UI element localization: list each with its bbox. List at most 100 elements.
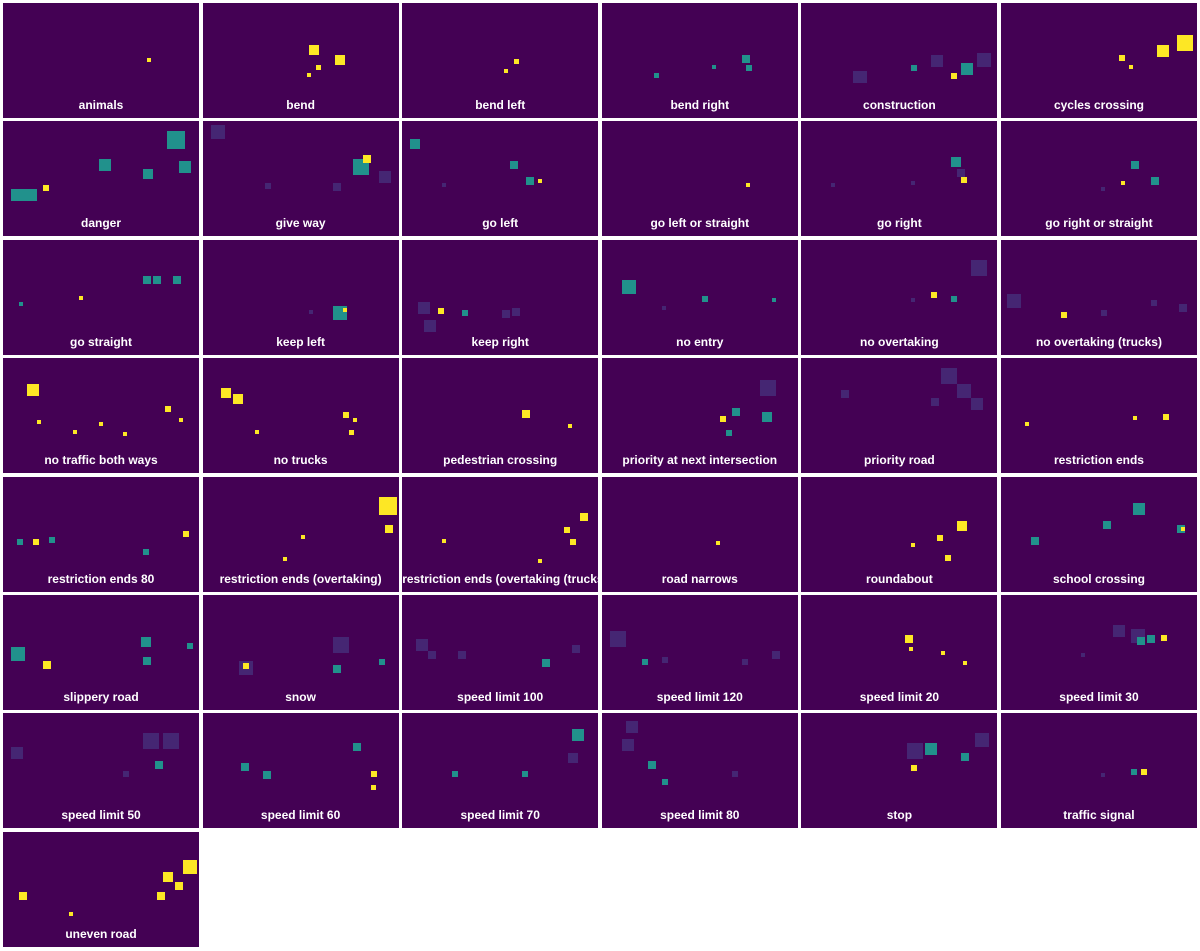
heatmap-cell bbox=[641, 658, 648, 665]
heatmap-cell bbox=[143, 548, 149, 555]
heatmap-cell bbox=[1132, 416, 1137, 421]
heatmap-cell bbox=[745, 65, 752, 71]
heatmap-cell bbox=[1112, 624, 1125, 637]
tile-label: keep left bbox=[276, 334, 325, 349]
heatmap-cell bbox=[378, 658, 385, 665]
heatmap-cell bbox=[262, 771, 271, 780]
heatmap-plot bbox=[210, 125, 391, 192]
heatmap-cell bbox=[1060, 311, 1067, 318]
heatmap-cell bbox=[173, 275, 181, 284]
tile-label: speed limit 70 bbox=[460, 808, 540, 823]
heatmap-cell bbox=[378, 171, 391, 184]
heatmap-cell bbox=[11, 747, 23, 760]
heatmap-cell bbox=[907, 743, 924, 760]
heatmap-cell bbox=[971, 259, 988, 276]
tile-label: animals bbox=[78, 98, 124, 112]
heatmap-cell bbox=[428, 650, 437, 659]
tile-label: no overtaking (trucks) bbox=[1035, 334, 1162, 349]
tile-label: slippery road bbox=[63, 689, 139, 704]
heatmap-cell bbox=[725, 430, 732, 437]
heatmap-cell bbox=[568, 424, 573, 429]
heatmap-tile: speed limit 80 bbox=[601, 713, 798, 829]
heatmap-tile: speed limit 100 bbox=[402, 594, 599, 710]
tile-label: priority at next intersection bbox=[622, 453, 778, 468]
heatmap-cell bbox=[143, 169, 153, 180]
heatmap-cell bbox=[143, 656, 151, 665]
heatmap-tile: construction bbox=[801, 3, 998, 118]
heatmap-plot bbox=[522, 410, 573, 429]
heatmap-cell bbox=[43, 660, 51, 669]
heatmap-cell bbox=[931, 398, 940, 407]
heatmap-cell bbox=[572, 729, 585, 742]
heatmap-cell bbox=[961, 63, 974, 75]
heatmap-cell bbox=[1178, 303, 1187, 312]
heatmap-cell bbox=[1132, 502, 1145, 515]
heatmap-cell bbox=[147, 58, 151, 62]
heatmap-tile: restriction ends 80 bbox=[3, 476, 199, 592]
heatmap-plot bbox=[841, 368, 984, 411]
heatmap-plot bbox=[1100, 769, 1147, 778]
heatmap-cell bbox=[1006, 293, 1021, 308]
heatmap-cell bbox=[17, 538, 23, 545]
heatmap-cell bbox=[264, 183, 271, 190]
heatmap-cell bbox=[1100, 187, 1105, 192]
heatmap-cell bbox=[175, 881, 183, 890]
heatmap-cell bbox=[1140, 769, 1147, 776]
heatmap-cell bbox=[564, 526, 571, 533]
heatmap-cell bbox=[418, 301, 431, 314]
heatmap-cell bbox=[719, 416, 726, 423]
heatmap-plot bbox=[853, 53, 992, 83]
heatmap-cell bbox=[220, 388, 231, 399]
heatmap-cell bbox=[352, 418, 357, 423]
heatmap-cell bbox=[568, 753, 579, 764]
heatmap-cell bbox=[951, 295, 958, 302]
heatmap-cell bbox=[348, 430, 354, 436]
heatmap-cell bbox=[442, 538, 447, 543]
heatmap-cell bbox=[11, 646, 25, 661]
heatmap-cell bbox=[961, 177, 968, 184]
heatmap-cell bbox=[370, 785, 376, 791]
heatmap-cell bbox=[661, 656, 668, 663]
heatmap-cell bbox=[342, 412, 349, 419]
heatmap-cell bbox=[458, 650, 467, 659]
tile-label: snow bbox=[285, 689, 316, 704]
heatmap-cell bbox=[37, 420, 41, 425]
heatmap-tile: give way bbox=[202, 121, 399, 237]
heatmap-cell bbox=[1100, 773, 1105, 778]
tile-label: keep right bbox=[471, 334, 529, 349]
heatmap-cell bbox=[538, 558, 543, 563]
heatmap-cell bbox=[741, 658, 748, 665]
heatmap-cell bbox=[300, 534, 305, 539]
heatmap-cell bbox=[1150, 299, 1157, 306]
heatmap-cell bbox=[1176, 35, 1193, 51]
heatmap-cell bbox=[1030, 536, 1039, 545]
tile-label: school crossing bbox=[1052, 571, 1145, 586]
heatmap-cell bbox=[580, 512, 589, 521]
heatmap-cell bbox=[27, 384, 39, 397]
heatmap-cell bbox=[759, 380, 776, 397]
heatmap-cell bbox=[332, 664, 341, 673]
heatmap-tile: speed limit 20 bbox=[801, 594, 998, 710]
heatmap-tile: go right bbox=[801, 121, 998, 237]
tile-label: no trucks bbox=[273, 453, 328, 468]
heatmap-cell bbox=[514, 59, 520, 64]
heatmap-plot bbox=[19, 859, 197, 916]
heatmap-plot bbox=[410, 139, 543, 188]
tile-label: go right bbox=[877, 216, 922, 231]
heatmap-tile: road narrows bbox=[601, 476, 798, 592]
heatmap-cell bbox=[741, 55, 750, 63]
tile-label: bend left bbox=[475, 98, 526, 112]
heatmap-plot bbox=[240, 743, 377, 791]
heatmap-cell bbox=[332, 636, 349, 653]
heatmap-plot bbox=[1080, 624, 1167, 657]
tile-label: restriction ends (overtaking (trucks)) bbox=[402, 571, 599, 586]
heatmap-cell bbox=[167, 131, 185, 150]
tile-label: uneven road bbox=[65, 926, 137, 941]
heatmap-tile: speed limit 120 bbox=[601, 594, 798, 710]
heatmap-plot bbox=[11, 131, 191, 202]
heatmap-cell bbox=[911, 765, 918, 772]
heatmap-plot bbox=[907, 733, 990, 772]
heatmap-cell bbox=[242, 662, 249, 669]
heatmap-cell bbox=[306, 73, 311, 77]
heatmap-cell bbox=[11, 189, 25, 202]
